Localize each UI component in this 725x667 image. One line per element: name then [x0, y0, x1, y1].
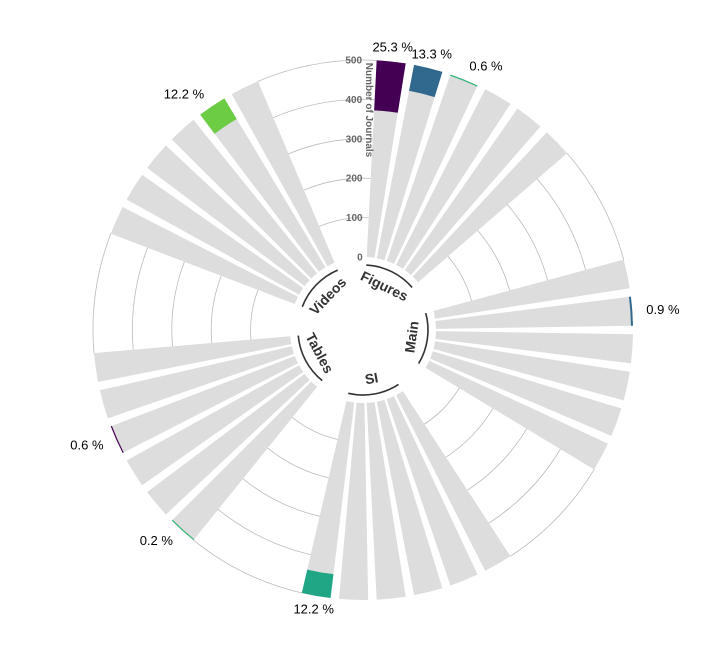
- gridline-arc: [536, 178, 587, 271]
- gridline-arc: [447, 255, 472, 302]
- data-bar: [171, 519, 195, 541]
- group-label: SI: [364, 369, 380, 387]
- track-bar: [396, 89, 511, 269]
- gridline-arc: [257, 59, 378, 82]
- y-tick-label: 100: [346, 213, 363, 224]
- gridline-arc: [506, 204, 549, 281]
- gridline-arc: [477, 230, 511, 291]
- gridline-arc: [509, 468, 595, 557]
- track-bar: [200, 98, 326, 272]
- track-bar: [404, 108, 541, 275]
- track-bar: [301, 401, 355, 599]
- group-arc: [417, 312, 429, 364]
- track-bar: [425, 360, 608, 470]
- percent-label: 0.6 %: [469, 59, 503, 74]
- gridline-arc: [292, 417, 338, 440]
- data-bar: [301, 569, 334, 599]
- gridline-arc: [566, 152, 625, 261]
- gridline-arc: [250, 289, 259, 340]
- gridline-arc: [488, 448, 562, 524]
- y-tick-label: 300: [346, 134, 363, 145]
- group-arc: [297, 335, 323, 382]
- gridline-arc: [423, 387, 460, 425]
- gridline-arc: [242, 478, 321, 517]
- gridline-arc: [92, 233, 112, 354]
- group-label: Tables: [303, 330, 338, 376]
- label-layer: 25.3 %13.3 % 0.6 % 0.9 % 12.2 % 0.2 % 0.6 % 12…: [70, 40, 680, 617]
- track-bar: [110, 356, 299, 453]
- group-label: Figures: [358, 268, 411, 305]
- data-bar: [409, 64, 443, 98]
- track-bar: [386, 396, 478, 586]
- track-bar: [386, 74, 478, 264]
- percent-label: 13.3 %: [411, 46, 452, 61]
- track-bar: [99, 346, 295, 419]
- data-bar: [374, 60, 406, 113]
- data-bar: [628, 296, 633, 326]
- track-bar: [430, 351, 622, 436]
- data-bar: [450, 74, 478, 87]
- group-arc: [348, 383, 399, 396]
- track-bar: [126, 365, 304, 486]
- track-bar: [396, 391, 511, 571]
- gridline-arc: [217, 508, 312, 556]
- bar-layer: [110, 60, 633, 599]
- track-bar: [231, 81, 335, 267]
- track-bar: [110, 207, 299, 304]
- gridline-arc: [445, 407, 494, 458]
- gridline-arc: [466, 428, 528, 491]
- y-tick-label: 200: [346, 174, 363, 185]
- gridline-arc: [267, 447, 329, 479]
- track-bar: [376, 399, 443, 596]
- track-bar: [376, 64, 443, 261]
- track-bar: [435, 331, 633, 364]
- gridline-arc: [210, 275, 222, 344]
- percent-label: 0.6 %: [70, 438, 104, 453]
- gridline-arc: [272, 99, 376, 119]
- y-axis-title: Number of Journals: [363, 63, 374, 158]
- y-tick-label: 0: [357, 253, 363, 264]
- gridline-arc: [288, 138, 374, 155]
- grid-layer: [92, 59, 625, 594]
- gridline-arc: [171, 261, 185, 347]
- track-bar: [412, 132, 568, 283]
- gridline-arc: [192, 539, 303, 594]
- track-bar: [433, 341, 630, 401]
- gridline-arc: [318, 217, 369, 227]
- percent-label: 12.2 %: [164, 87, 205, 102]
- y-tick-label: 400: [346, 95, 363, 106]
- track-layer: [93, 60, 633, 600]
- track-bar: [366, 402, 406, 600]
- percent-label: 0.2 %: [140, 533, 174, 548]
- group-label: Videos: [306, 274, 349, 318]
- percent-label: 12.2 %: [293, 602, 334, 617]
- percent-label: 25.3 %: [372, 40, 413, 55]
- track-bar: [433, 259, 630, 319]
- data-bar: [110, 425, 124, 453]
- group-layer: Figures Main SI Tables Videos: [297, 264, 429, 396]
- y-tick-label: 500: [345, 56, 362, 67]
- track-bar: [171, 119, 318, 279]
- data-bar: [200, 98, 237, 134]
- group-label: Main: [401, 320, 421, 354]
- track-bar: [171, 381, 318, 541]
- percent-label: 0.9 %: [646, 302, 680, 317]
- gridline-arc: [303, 177, 371, 191]
- track-bar: [147, 145, 310, 287]
- track-bar: [435, 296, 633, 329]
- track-bar: [126, 174, 304, 295]
- track-bar: [147, 373, 310, 515]
- track-bar: [338, 402, 369, 600]
- gridline-arc: [132, 247, 149, 351]
- group-arc: [301, 269, 339, 308]
- track-bar: [93, 336, 292, 382]
- group-arc: [366, 264, 413, 288]
